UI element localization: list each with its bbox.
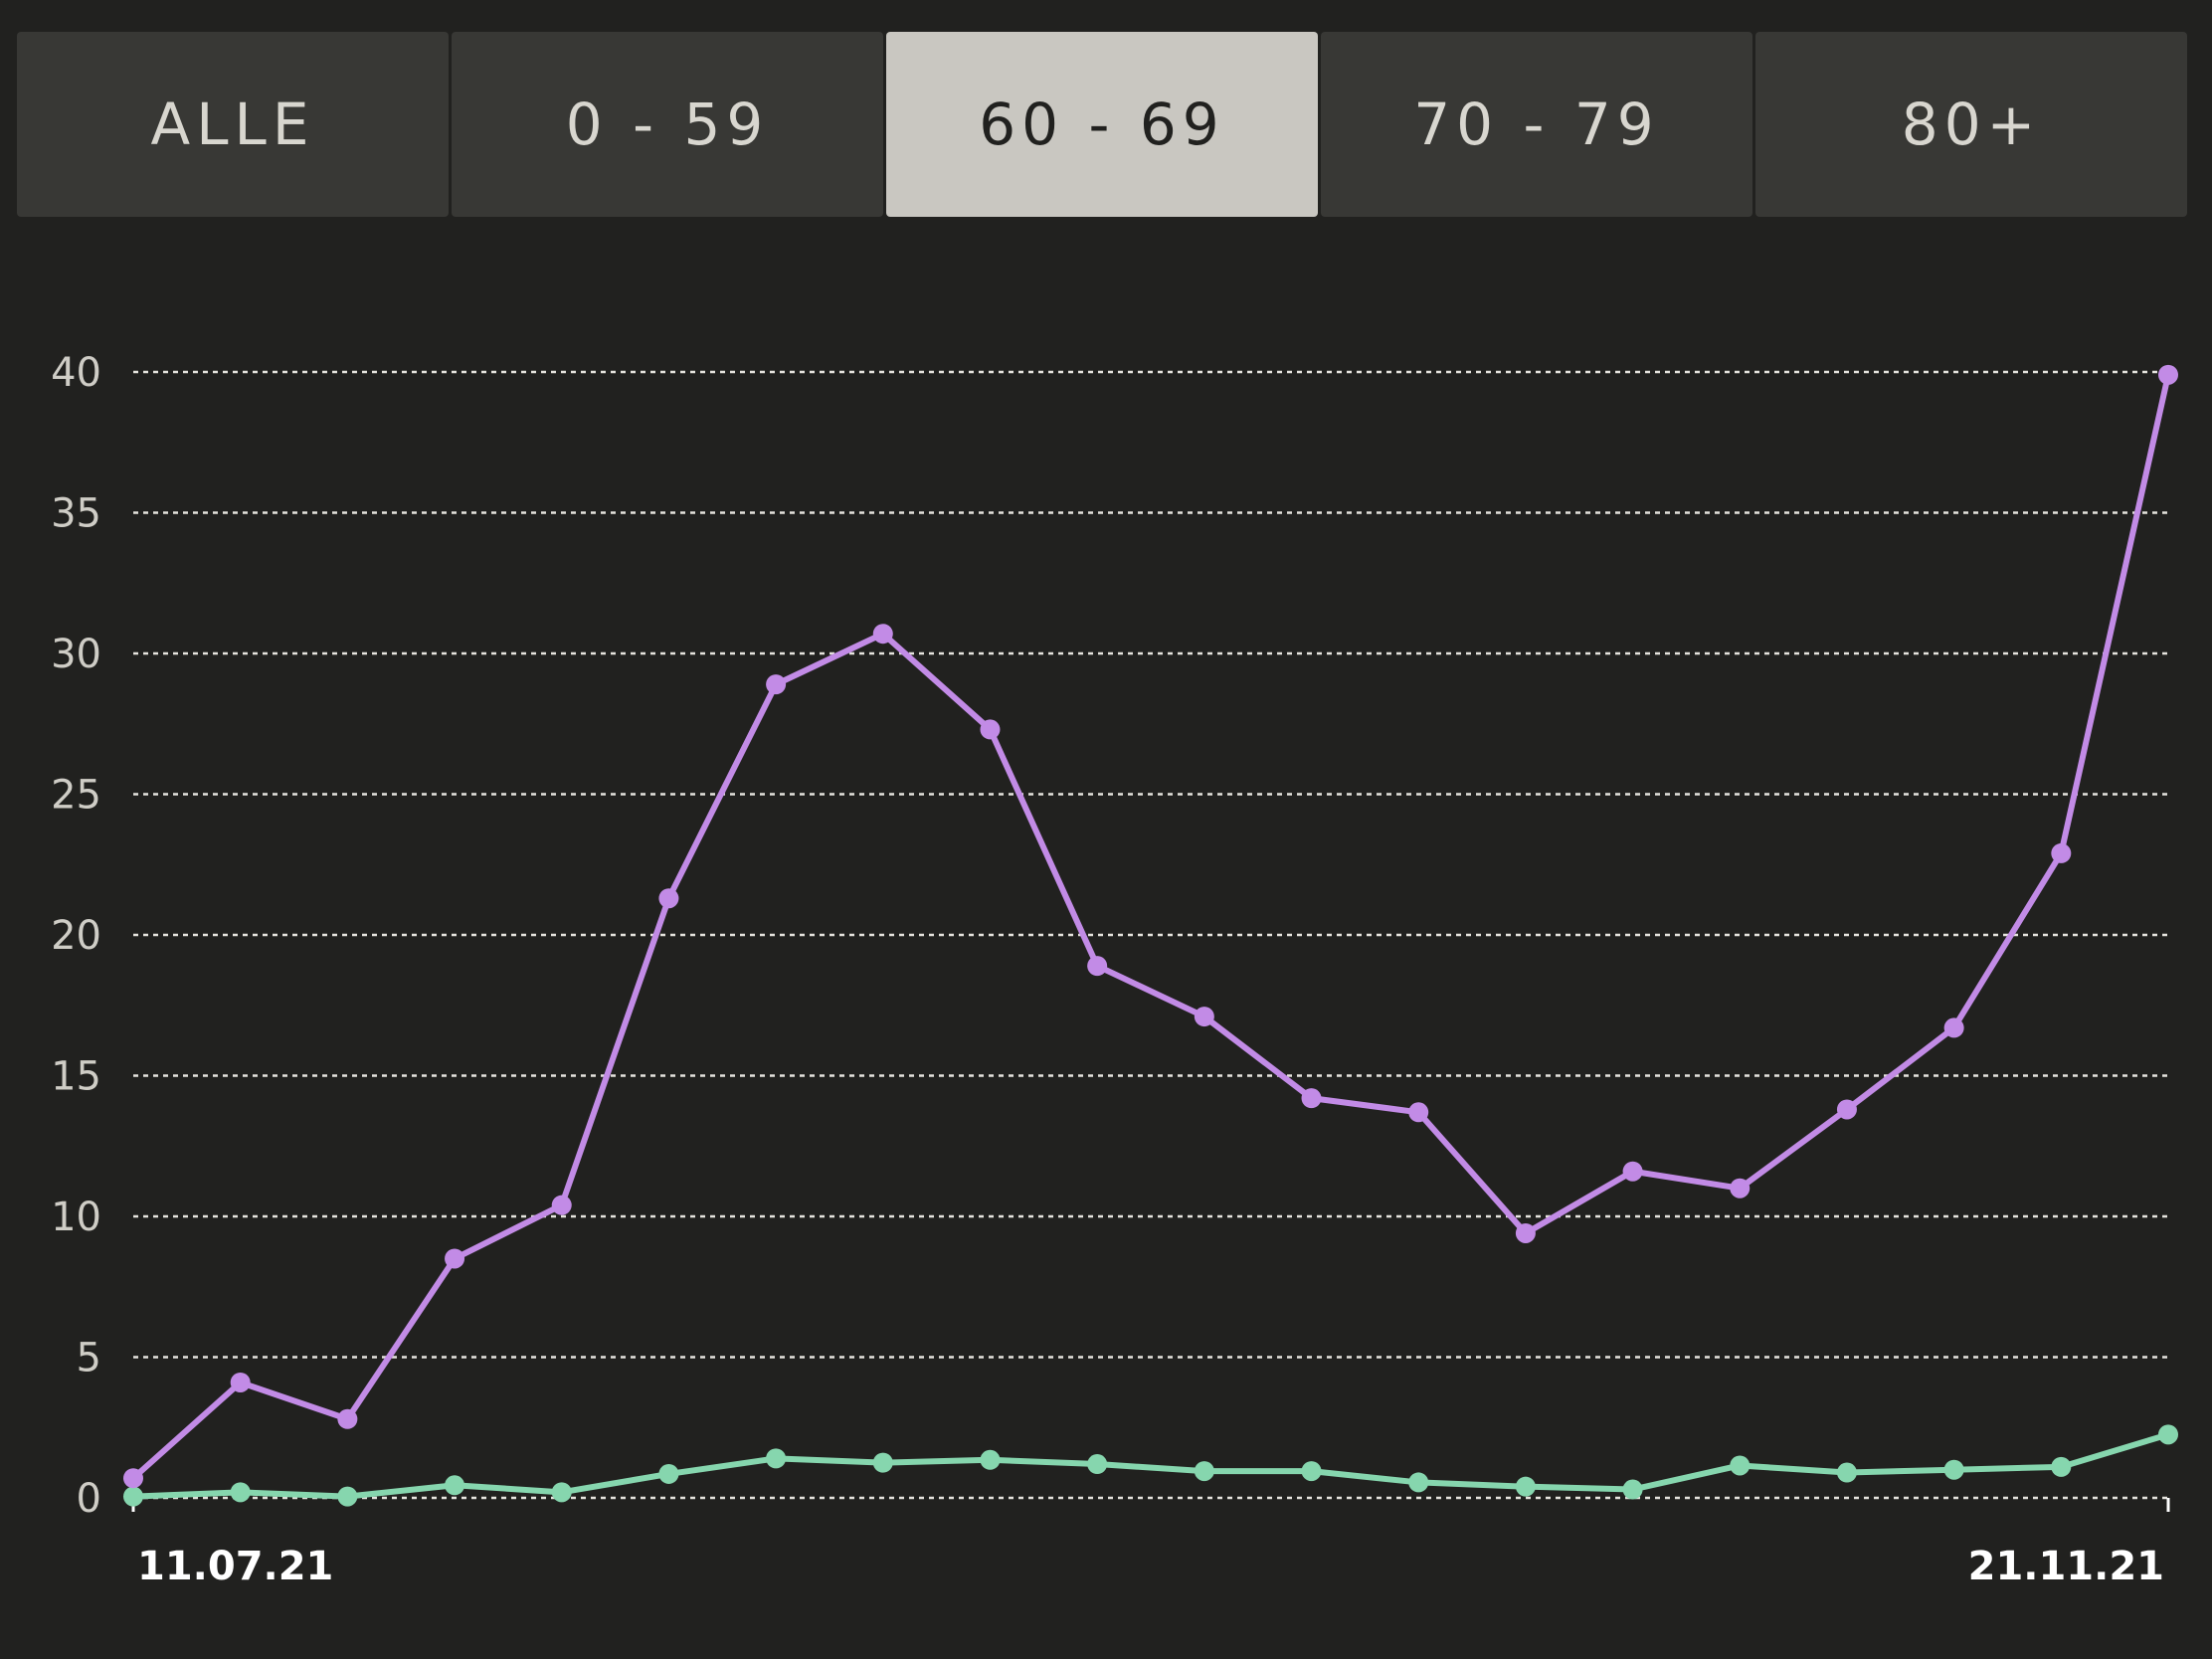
data-point	[1943, 1017, 1964, 1038]
data-point	[980, 1449, 1001, 1470]
data-point	[980, 719, 1001, 740]
data-point	[1087, 1454, 1108, 1475]
y-tick-label: 0	[77, 1476, 101, 1522]
data-point	[551, 1195, 572, 1215]
y-tick-label: 30	[51, 632, 101, 677]
tab-0-59[interactable]: 0 - 59	[452, 32, 883, 217]
data-point	[1408, 1102, 1429, 1123]
data-point	[1836, 1462, 1857, 1483]
series-line	[132, 1431, 2169, 1500]
data-point	[1622, 1161, 1643, 1182]
data-point	[123, 1486, 143, 1507]
tab-80-plus[interactable]: 80+	[1755, 32, 2187, 217]
data-point	[1301, 1088, 1322, 1109]
data-point	[1622, 1479, 1643, 1500]
data-point	[1836, 1099, 1857, 1120]
data-point	[1515, 1476, 1536, 1497]
data-point	[337, 1486, 358, 1507]
data-point	[1730, 1455, 1751, 1476]
data-point	[1408, 1472, 1429, 1493]
data-point	[766, 674, 787, 695]
data-point	[2158, 1424, 2178, 1445]
data-point	[337, 1408, 358, 1429]
age-group-tabs: ALLE 0 - 59 60 - 69 70 - 79 80+	[17, 32, 2187, 217]
data-point	[766, 1448, 787, 1469]
data-point	[2158, 364, 2178, 385]
data-point	[2051, 842, 2072, 863]
x-end-label: 21.11.21	[1968, 1544, 2164, 1589]
data-point	[1943, 1459, 1964, 1480]
data-point	[230, 1372, 251, 1392]
y-tick-label: 5	[77, 1336, 101, 1382]
data-point	[2051, 1456, 2072, 1477]
data-point	[1194, 1461, 1214, 1482]
data-point	[445, 1475, 465, 1496]
data-point	[123, 1468, 143, 1489]
y-tick-label: 35	[51, 491, 101, 537]
y-tick-label: 25	[51, 773, 101, 819]
data-point	[1301, 1461, 1322, 1482]
data-point	[1730, 1178, 1751, 1198]
y-tick-label: 20	[51, 913, 101, 959]
tab-alle[interactable]: ALLE	[17, 32, 449, 217]
y-tick-label: 15	[51, 1054, 101, 1100]
y-tick-label: 40	[51, 350, 101, 396]
x-start-label: 11.07.21	[137, 1544, 333, 1589]
tab-70-79[interactable]: 70 - 79	[1321, 32, 1752, 217]
data-point	[551, 1482, 572, 1503]
data-point	[1515, 1222, 1536, 1243]
tab-60-69[interactable]: 60 - 69	[886, 32, 1318, 217]
data-point	[658, 888, 679, 909]
series-line	[131, 374, 2171, 1481]
data-point	[872, 624, 893, 645]
data-point	[1087, 956, 1108, 977]
y-tick-label: 10	[51, 1195, 101, 1240]
data-point	[1194, 1007, 1214, 1027]
data-point	[872, 1452, 893, 1473]
data-point	[445, 1248, 465, 1269]
data-point	[230, 1482, 251, 1503]
data-point	[658, 1463, 679, 1484]
